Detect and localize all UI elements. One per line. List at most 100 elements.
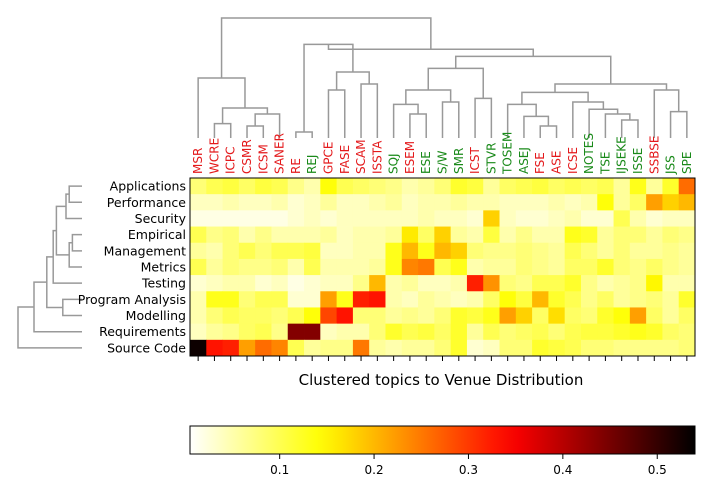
heatmap-cell xyxy=(190,275,207,292)
heatmap-cell xyxy=(678,307,696,325)
heatmap-cell xyxy=(369,178,386,195)
heatmap-cell xyxy=(597,226,614,244)
heatmap-cell xyxy=(580,194,598,211)
heatmap-cell xyxy=(336,242,354,260)
heatmap-cell xyxy=(629,307,647,325)
colorbar-ticks: 0.1 0.2 0.3 0.4 0.5 xyxy=(270,454,667,477)
heatmap-cell xyxy=(401,178,419,195)
heatmap-cell xyxy=(580,178,598,195)
heatmap-cell xyxy=(483,307,500,325)
heatmap-cell xyxy=(580,275,598,292)
heatmap-cell xyxy=(532,194,549,211)
heatmap-cell xyxy=(483,242,500,260)
heatmap-cell xyxy=(646,210,663,227)
heatmap-cell xyxy=(190,194,207,211)
heatmap-cell xyxy=(287,242,305,260)
heatmap-cell xyxy=(548,307,566,325)
heatmap-cell xyxy=(597,291,614,308)
heatmap-cell xyxy=(401,210,419,227)
heatmap-cell xyxy=(483,210,500,227)
column-label: ISSTA xyxy=(370,140,384,174)
heatmap-cell xyxy=(629,194,647,211)
heatmap-cell xyxy=(418,275,435,292)
heatmap-cell xyxy=(418,258,435,276)
colorbar xyxy=(189,425,696,455)
heatmap-cell xyxy=(597,210,614,227)
heatmap-cell xyxy=(450,339,468,357)
heatmap-cell xyxy=(336,226,354,244)
heatmap-cell xyxy=(483,258,500,276)
heatmap-cell xyxy=(238,210,256,227)
row-label: Applications xyxy=(110,179,186,194)
heatmap-cell xyxy=(304,194,321,211)
heatmap-cell xyxy=(304,323,321,341)
heatmap-cell xyxy=(515,194,533,211)
heatmap-cell xyxy=(222,242,240,260)
heatmap-cell xyxy=(385,226,403,244)
heatmap-cell xyxy=(271,291,289,308)
heatmap-cell xyxy=(548,339,566,357)
heatmap-cell xyxy=(515,242,533,260)
heatmap-cell xyxy=(222,226,240,244)
column-dendrogram-link xyxy=(620,119,639,138)
heatmap-cell xyxy=(271,323,289,341)
column-dendrogram-link xyxy=(360,83,379,138)
heatmap-cell xyxy=(548,242,566,260)
heatmap-cell xyxy=(646,178,663,195)
heatmap-cell xyxy=(434,291,452,308)
heatmap-cell xyxy=(466,210,484,227)
heatmap-cell xyxy=(255,210,272,227)
heatmap-cell xyxy=(222,275,240,292)
row-dendrogram-link xyxy=(71,233,82,252)
heatmap-cell xyxy=(629,275,647,292)
heatmap-cell xyxy=(646,291,663,308)
row-dendrogram-link xyxy=(52,229,82,284)
heatmap-cell xyxy=(499,291,517,308)
heatmap-cell xyxy=(206,323,223,341)
heatmap-cell xyxy=(190,242,207,260)
heatmap-cell xyxy=(515,323,533,341)
heatmap-cell xyxy=(564,178,582,195)
heatmap-cell xyxy=(483,291,500,308)
heatmap-cell xyxy=(287,339,305,357)
x-tick-marks xyxy=(197,356,688,361)
heatmap-cell xyxy=(613,275,631,292)
heatmap-cell xyxy=(352,339,370,357)
heatmap-cell xyxy=(190,323,207,341)
heatmap-cell xyxy=(629,323,647,341)
heatmap-cell xyxy=(238,291,256,308)
heatmap-cell xyxy=(206,210,223,227)
heatmap-cell xyxy=(369,242,386,260)
heatmap-cell xyxy=(483,194,500,211)
heatmap-cell xyxy=(613,194,631,211)
heatmap-cell xyxy=(271,242,289,260)
heatmap-cell xyxy=(190,339,207,357)
column-label: WCRE xyxy=(207,138,221,174)
heatmap-cell xyxy=(271,178,289,195)
heatmap-cell xyxy=(450,307,468,325)
heatmap-cell xyxy=(532,307,549,325)
heatmap-cell xyxy=(678,242,696,260)
heatmap-cell xyxy=(320,258,338,276)
heatmap-cell xyxy=(222,291,240,308)
heatmap-cell xyxy=(385,323,403,341)
heatmap-cell xyxy=(646,258,663,276)
heatmap-cell xyxy=(255,178,272,195)
row-labels: ApplicationsPerformanceSecurityEmpirical… xyxy=(78,179,187,356)
column-dendrogram-link xyxy=(523,115,550,138)
heatmap-cell xyxy=(597,194,614,211)
column-label: ESEM xyxy=(403,141,417,174)
column-label: STVR xyxy=(484,143,498,175)
column-label: FSE xyxy=(533,152,547,174)
heatmap-cell xyxy=(548,275,566,292)
heatmap-cell xyxy=(499,339,517,357)
heatmap-cell xyxy=(271,258,289,276)
heatmap-cell xyxy=(320,210,338,227)
heatmap-cell xyxy=(352,178,370,195)
heatmap-cell xyxy=(450,226,468,244)
column-label: SMR xyxy=(452,148,466,174)
column-labels: MSR WCRE ICPC CSMR ICSM SANER RE REJ GPCE FASE SCA… xyxy=(191,132,694,175)
heatmap-cell xyxy=(320,307,338,325)
column-label: ESE xyxy=(419,151,433,174)
heatmap-cell xyxy=(206,242,223,260)
